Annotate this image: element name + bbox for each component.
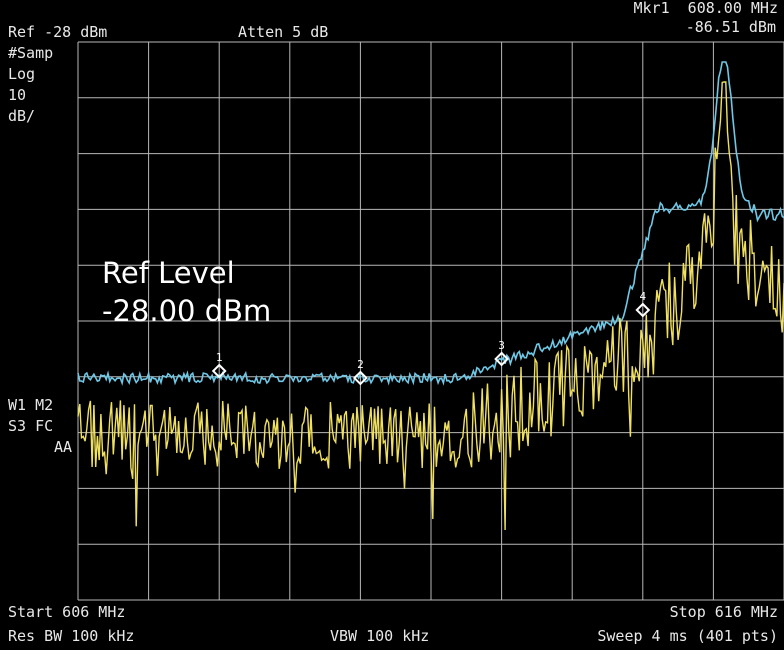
marker-readout: Mkr1 608.00 MHz xyxy=(633,0,779,17)
status-line-1: W1 M2 xyxy=(8,396,54,414)
status-line-3: AA xyxy=(53,438,72,456)
stop-frequency: Stop 616 MHz xyxy=(669,603,778,621)
marker-diamond xyxy=(494,351,510,367)
marker-diamond xyxy=(635,302,651,318)
graticule xyxy=(77,41,784,601)
marker-diamond xyxy=(211,363,227,379)
sweep-info: Sweep 4 ms (401 pts) xyxy=(597,627,778,645)
scale-value-label: 10 xyxy=(8,86,27,104)
ref-level-title: Ref Level xyxy=(102,256,235,290)
start-frequency: Start 606 MHz xyxy=(8,603,126,621)
attenuation-label: Atten 5 dB xyxy=(238,23,329,41)
scale-unit-label: dB/ xyxy=(8,107,36,125)
ref-level-label: Ref -28 dBm xyxy=(8,23,108,41)
marker-number: 3 xyxy=(498,339,505,352)
max-hold-trace xyxy=(77,61,784,386)
marker-diamond xyxy=(352,370,368,386)
marker-number: 1 xyxy=(216,351,223,364)
video-bandwidth: VBW 100 kHz xyxy=(330,627,430,645)
marker-number: 2 xyxy=(357,358,364,371)
marker-number: 4 xyxy=(639,290,646,303)
resolution-bandwidth: Res BW 100 kHz xyxy=(8,627,135,645)
scale-type-label: Log xyxy=(8,65,36,83)
marker-level: -86.51 dBm xyxy=(685,18,776,36)
status-line-2: S3 FC xyxy=(8,417,54,435)
markers: 1 2 3 4 xyxy=(211,290,651,386)
live-trace xyxy=(77,81,784,531)
ref-level-value: -28.00 dBm xyxy=(102,294,272,328)
detector-label: #Samp xyxy=(8,44,54,62)
